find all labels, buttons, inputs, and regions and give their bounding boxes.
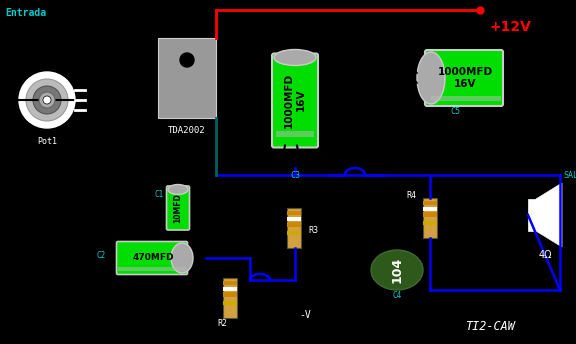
FancyBboxPatch shape [425,50,503,106]
Text: R4: R4 [406,191,416,200]
Bar [423,201,437,205]
Text: C3: C3 [290,171,300,180]
Bar [158,38,216,118]
Bar [287,217,301,221]
Circle shape [43,96,51,104]
Bar [528,199,536,231]
Bar [223,292,237,297]
Text: -V: -V [299,310,311,320]
Text: 1000MFD
16V: 1000MFD 16V [437,67,492,89]
Bar [287,208,301,248]
Bar [223,281,237,286]
Ellipse shape [171,243,193,273]
Text: 104: 104 [391,257,404,283]
Text: C5: C5 [450,107,460,116]
Text: 4Ω: 4Ω [538,250,552,260]
Bar [287,231,301,235]
Bar [223,278,237,318]
Bar [423,221,437,225]
Ellipse shape [417,52,445,104]
Circle shape [180,53,194,67]
FancyBboxPatch shape [116,241,188,275]
Bar [118,267,186,271]
Circle shape [26,79,68,121]
Text: C4: C4 [392,291,401,300]
Polygon shape [536,183,562,247]
Bar [276,130,314,137]
Bar [423,198,437,238]
Ellipse shape [274,50,316,65]
Text: TI2-CAW: TI2-CAW [465,320,515,333]
Bar [287,222,301,227]
Text: TDA2002: TDA2002 [168,126,206,135]
Bar [223,301,237,305]
Circle shape [33,86,61,114]
Ellipse shape [168,184,188,194]
Text: +12V: +12V [489,20,531,34]
FancyBboxPatch shape [166,186,190,230]
Bar [423,212,437,217]
Bar [431,96,501,101]
Circle shape [39,92,55,108]
Text: R3: R3 [308,226,318,235]
Circle shape [19,72,75,128]
Text: C2: C2 [97,251,106,260]
Text: 470MFD: 470MFD [132,254,174,262]
Ellipse shape [371,250,423,290]
Bar [287,211,301,215]
Text: R2: R2 [217,319,227,328]
Bar [223,287,237,291]
Text: 1000MFD
16V: 1000MFD 16V [284,73,306,128]
Text: 10MFD: 10MFD [173,193,183,223]
Text: Pot1: Pot1 [37,137,57,146]
Text: SALIDA: SALIDA [563,171,576,180]
FancyBboxPatch shape [272,54,318,148]
Text: C1: C1 [155,190,164,199]
Bar [423,206,437,211]
Text: Entrada: Entrada [5,8,46,18]
